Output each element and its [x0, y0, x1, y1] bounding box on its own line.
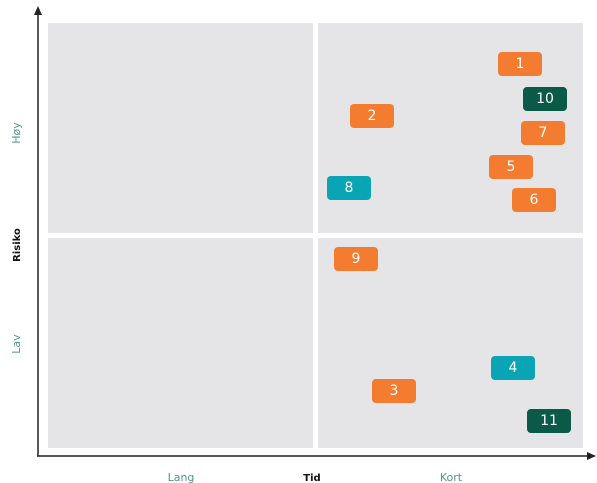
node-label: 8: [345, 180, 354, 196]
quadrant: [48, 23, 313, 233]
node-label: 5: [507, 159, 516, 175]
node-box: [498, 52, 542, 76]
node-box: [512, 188, 556, 212]
x-title: Tid: [303, 473, 320, 483]
node-box: [491, 356, 535, 380]
node-box: [334, 247, 378, 271]
arrow: [34, 6, 42, 15]
quadrant: [48, 238, 313, 448]
arrow: [587, 452, 596, 460]
node-label: 10: [536, 91, 554, 107]
node-box: [523, 87, 567, 111]
node-label: 11: [540, 413, 558, 429]
node-box: [527, 409, 571, 433]
node-box: [521, 121, 565, 145]
node-box: [350, 104, 394, 128]
x-right: Kort: [440, 471, 463, 483]
node-box: [327, 176, 371, 200]
node-label: 4: [509, 360, 518, 376]
node-label: 3: [390, 383, 399, 399]
node-label: 7: [539, 125, 548, 141]
x-left: Lang: [168, 471, 195, 483]
node-box: [372, 379, 416, 403]
node-box: [489, 155, 533, 179]
node-label: 2: [368, 108, 377, 124]
node-label: 1: [516, 56, 525, 72]
y-high: Høy: [10, 122, 23, 144]
y-low: Lav: [10, 334, 23, 354]
node-label: 6: [530, 192, 539, 208]
y-title: Risiko: [12, 228, 23, 262]
node-label: 9: [352, 251, 361, 267]
